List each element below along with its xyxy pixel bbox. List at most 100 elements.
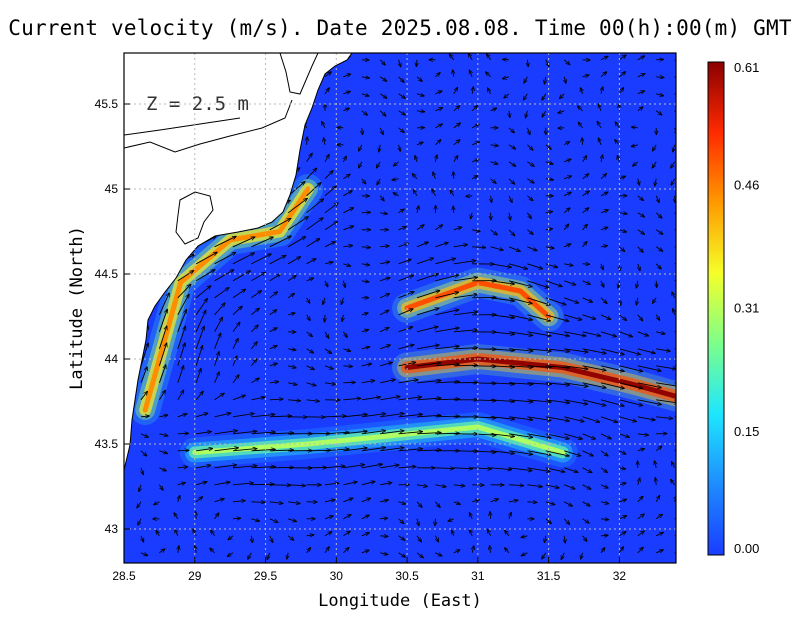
- velocity-arrow: [195, 310, 206, 332]
- velocity-arrow: [509, 195, 512, 203]
- velocity-arrow: [508, 366, 533, 368]
- velocity-arrow: [269, 382, 279, 383]
- velocity-arrow: [453, 140, 460, 146]
- velocity-arrow: [633, 161, 639, 166]
- velocity-arrow: [545, 518, 552, 524]
- velocity-arrow: [361, 94, 369, 96]
- velocity-arrow: [542, 552, 547, 559]
- velocity-arrow: [343, 366, 352, 367]
- velocity-arrow: [674, 416, 676, 418]
- velocity-arrow: [561, 552, 564, 560]
- velocity-arrow: [361, 247, 371, 248]
- velocity-arrow: [214, 448, 239, 452]
- velocity-arrow: [416, 501, 422, 508]
- velocity-arrow: [490, 366, 515, 367]
- velocity-arrow: [582, 208, 589, 214]
- velocity-arrow: [545, 297, 566, 305]
- velocity-arrow: [232, 271, 250, 282]
- velocity-arrow: [545, 365, 570, 368]
- velocity-arrow: [582, 280, 591, 285]
- velocity-arrow: [154, 502, 160, 505]
- velocity-arrow: [600, 192, 608, 197]
- velocity-arrow: [417, 206, 419, 213]
- velocity-arrow: [141, 535, 144, 542]
- velocity-arrow: [472, 500, 479, 502]
- velocity-arrow: [674, 382, 676, 384]
- velocity-arrow: [361, 515, 369, 520]
- velocity-arrow: [505, 530, 510, 537]
- velocity-arrow: [416, 327, 438, 333]
- velocity-arrow: [232, 518, 241, 519]
- velocity-arrow: [637, 229, 645, 235]
- velocity-arrow: [379, 310, 389, 316]
- velocity-arrow: [324, 331, 329, 338]
- velocity-arrow: [435, 399, 459, 400]
- velocity-arrow: [564, 331, 586, 336]
- velocity-arrow: [393, 193, 399, 196]
- velocity-arrow: [158, 293, 169, 315]
- velocity-arrow: [545, 348, 570, 352]
- velocity-arrow: [232, 306, 242, 316]
- velocity-arrow: [306, 168, 317, 180]
- velocity-arrow: [582, 484, 591, 489]
- velocity-arrow: [139, 484, 141, 492]
- velocity-arrow: [656, 94, 663, 96]
- velocity-arrow: [398, 76, 404, 83]
- velocity-arrow: [269, 433, 294, 434]
- velocity-arrow: [324, 186, 336, 197]
- velocity-arrow: [196, 413, 208, 418]
- velocity-arrow: [324, 365, 333, 369]
- velocity-arrow: [527, 348, 551, 351]
- velocity-arrow: [508, 314, 532, 320]
- velocity-arrow: [232, 395, 245, 401]
- map-title: Current velocity (m/s). Date 2025.08.08.…: [8, 16, 792, 40]
- velocity-arrow: [582, 450, 594, 456]
- velocity-arrow: [416, 142, 423, 145]
- velocity-arrow: [379, 110, 386, 116]
- velocity-arrow: [453, 245, 468, 247]
- velocity-arrow: [527, 229, 533, 235]
- velocity-arrow: [306, 153, 313, 163]
- velocity-arrow: [228, 535, 234, 540]
- velocity-arrow: [490, 416, 515, 419]
- velocity-arrow: [545, 247, 554, 249]
- velocity-arrow: [619, 516, 626, 520]
- y-tick-label: 45.5: [95, 97, 119, 111]
- velocity-arrow: [558, 111, 565, 113]
- velocity-arrow: [343, 208, 353, 214]
- velocity-arrow: [214, 465, 237, 469]
- velocity-arrow: [380, 448, 404, 452]
- velocity-arrow: [361, 178, 366, 184]
- velocity-arrow: [527, 314, 550, 321]
- velocity-arrow: [453, 277, 478, 282]
- velocity-arrow: [655, 263, 661, 269]
- velocity-arrow: [376, 161, 381, 168]
- velocity-arrow: [288, 485, 305, 486]
- graticule: [124, 53, 676, 563]
- velocity-arrow: [214, 352, 219, 366]
- velocity-arrow: [527, 399, 551, 402]
- velocity-arrow: [453, 485, 465, 486]
- velocity-arrow: [232, 237, 255, 248]
- velocity-arrow: [453, 312, 478, 316]
- velocity-arrow: [343, 515, 351, 520]
- velocity-arrow: [361, 464, 383, 469]
- velocity-arrow: [158, 343, 166, 366]
- velocity-arrow: [324, 532, 332, 537]
- velocity-arrow: [287, 237, 305, 248]
- velocity-arrow: [195, 252, 217, 265]
- velocity-arrow: [545, 450, 569, 456]
- velocity-arrow: [619, 230, 626, 232]
- velocity-arrow: [324, 516, 333, 520]
- velocity-arrow: [412, 174, 418, 180]
- velocity-arrow: [453, 70, 454, 77]
- velocity-arrow: [564, 264, 573, 266]
- velocity-arrow: [582, 75, 589, 77]
- velocity-arrow: [600, 382, 624, 389]
- velocity-arrow: [490, 297, 515, 301]
- velocity-arrow: [159, 434, 168, 436]
- velocity-arrow: [214, 317, 223, 333]
- velocity-arrow: [287, 217, 308, 231]
- plot-frame: [123, 52, 677, 564]
- velocity-arrow: [380, 465, 399, 469]
